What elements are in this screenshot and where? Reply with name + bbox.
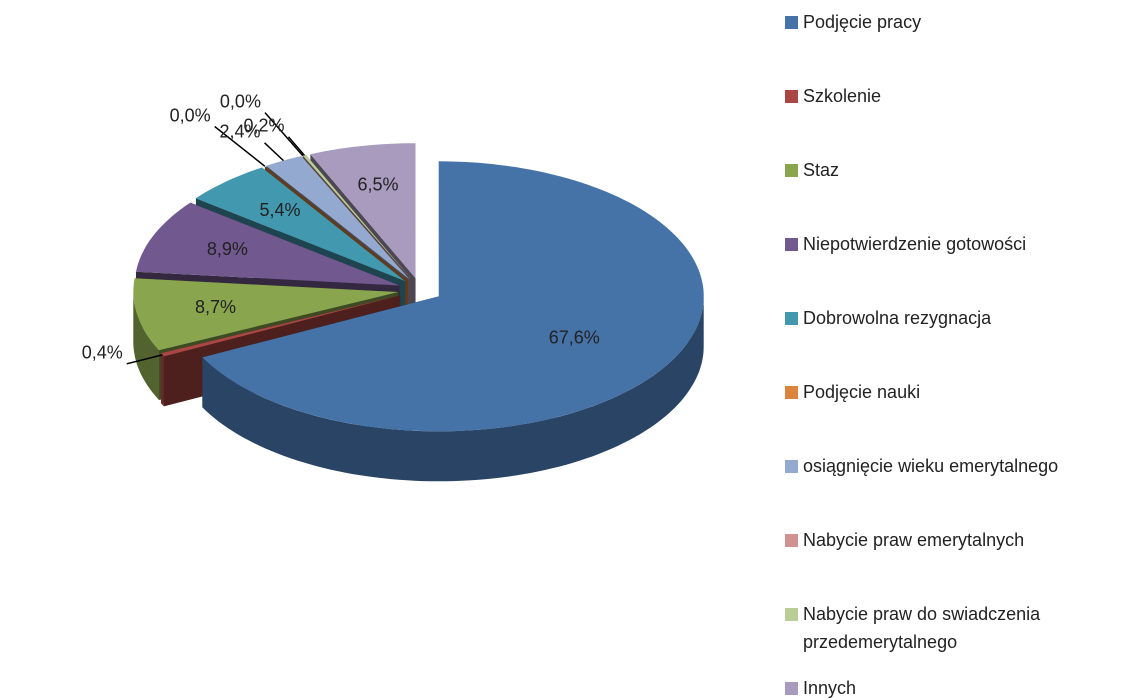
legend-label: osiągnięcie wieku emerytalnego [803,456,1059,476]
data-label: 2,4% [220,122,261,142]
data-label: 0,2% [243,116,284,136]
legend-swatch [785,386,798,399]
slice [202,161,704,432]
slice [161,295,401,357]
slice-depth [202,296,704,482]
leader-line [264,112,304,157]
data-label: 67,6% [549,327,600,347]
legend-swatch [785,460,798,473]
legend-item: Dobrowolna rezygnacja [785,304,1126,332]
legend-swatch [785,16,798,29]
data-label: 8,9% [207,239,248,259]
legend-item: Szkolenie [785,82,1126,110]
legend-item: Nabycie praw emerytalnych [785,526,1126,554]
leader-line [214,125,266,167]
legend-swatch [785,608,798,621]
leader-line [264,142,284,162]
data-label: 5,4% [259,200,300,220]
data-label: 6,5% [357,174,398,194]
legend-item: Nabycie praw do swiadczenia przedemeryta… [785,600,1126,656]
slice [303,155,412,279]
legend-label: Dobrowolna rezygnacja [803,308,992,328]
legend-item: osiągnięcie wieku emerytalnego [785,452,1126,480]
legend-label: Nabycie praw emerytalnych [803,530,1025,550]
legend-swatch [785,238,798,251]
legend-swatch [785,312,798,325]
legend-swatch [785,164,798,177]
legend-label: Niepotwierdzenie gotowości [803,234,1027,254]
legend-item: Niepotwierdzenie gotowości [785,230,1126,258]
legend-label: Nabycie praw do swiadczenia przedemeryta… [803,604,1041,652]
legend-item: Podjęcie pracy [785,8,1126,36]
data-label: 0,4% [82,343,123,363]
slice [310,143,416,279]
legend-label: Podjęcie nauki [803,382,921,402]
leader-line [126,354,163,365]
slice [264,166,409,280]
legend-item: Podjęcie nauki [785,378,1126,406]
legend-label: Innych [803,678,857,698]
data-label: 8,7% [195,297,236,317]
legend-label: Podjęcie pracy [803,12,922,32]
legend-label: Staz [803,160,840,180]
legend-swatch [785,534,798,547]
legend-label: Szkolenie [803,86,882,106]
data-label: 0,0% [170,105,211,125]
pie-area: 67,6% 0,4% 8,7% 8,9% 5,4% 0,0% 2,4% 0,0% 0,2% 6,5… [82,91,704,482]
slice [136,202,400,286]
legend-swatch [785,682,798,695]
legend-item: Innych [785,674,1126,700]
legend-item: Staz [785,156,1126,184]
legend-swatch [785,90,798,103]
data-label: 0,0% [220,91,261,111]
slice [195,167,406,282]
slice [133,278,399,351]
slice [266,156,410,280]
slice-depth [133,292,159,401]
leader-line [287,136,306,156]
slice-depth [161,353,164,407]
